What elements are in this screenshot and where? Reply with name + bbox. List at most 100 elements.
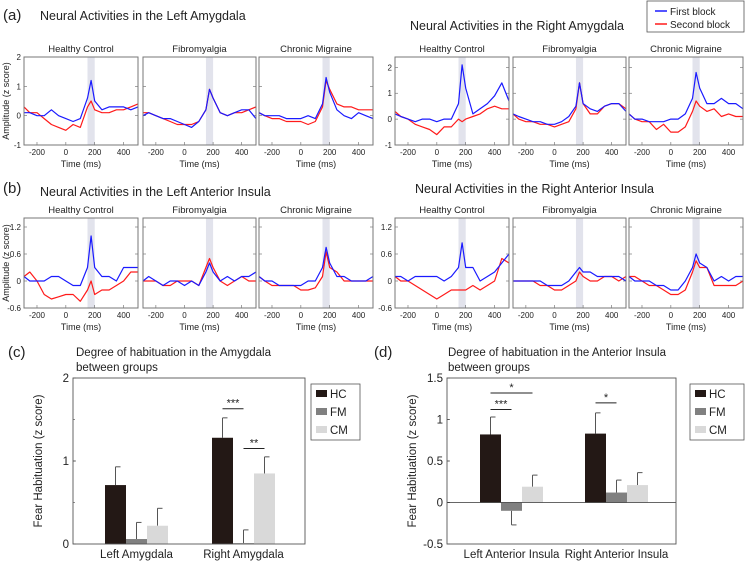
bar-fm	[606, 492, 627, 503]
x-axis-label: Time (ms)	[61, 322, 101, 332]
plot-frame	[628, 217, 744, 309]
legend-swatch-cm	[695, 426, 706, 433]
x-tick-label: -200	[518, 311, 535, 320]
x-tick-label: 400	[605, 148, 619, 157]
legend-label-hc: HC	[330, 389, 347, 401]
x-tick-label: -200	[400, 148, 417, 157]
group-title: Neural Activities in the Right Anterior …	[415, 182, 654, 196]
x-tick-label: 200	[88, 311, 102, 320]
x-tick-label: -200	[634, 311, 651, 320]
category-label: Right Anterior Insula	[565, 549, 669, 561]
bar-hc	[212, 437, 233, 544]
legend-label-cm: CM	[709, 425, 727, 437]
y-tick-label: 2	[63, 373, 69, 385]
first-block-trace	[512, 82, 627, 125]
bar-cm	[147, 525, 168, 544]
x-tick-label: 200	[323, 148, 337, 157]
plot-frame	[446, 377, 677, 545]
panel-label-c: (c)	[8, 344, 26, 361]
x-tick-label: 0	[552, 311, 557, 320]
y-tick-label: 0	[388, 277, 393, 286]
bar-cm	[522, 486, 543, 503]
y-tick-label: 0	[17, 277, 22, 286]
group-title: Neural Activities in the Left Amygdala	[40, 9, 246, 23]
plot-frame	[72, 377, 306, 545]
x-axis-label: Time (ms)	[296, 159, 336, 169]
x-tick-label: 0	[669, 148, 674, 157]
category-label: Left Amygdala	[100, 549, 173, 561]
x-tick-label: 400	[722, 311, 736, 320]
y-tick-label: 0.5	[427, 456, 443, 468]
first-block-trace	[395, 242, 510, 282]
x-tick-label: 400	[722, 148, 736, 157]
plot-frame	[512, 217, 627, 309]
x-tick-label: -200	[29, 311, 46, 320]
y-tick-label: 2	[388, 63, 393, 72]
legend-label-second-block: Second block	[670, 20, 731, 31]
y-tick-label: 2	[17, 53, 22, 62]
significance-marker: **	[250, 438, 259, 450]
x-tick-label: -200	[518, 148, 535, 157]
first-block-trace	[258, 76, 374, 120]
trace-panel: Healthy Control -200 0 200 400 Time (ms)	[394, 205, 510, 332]
plot-frame	[23, 56, 139, 146]
legend-swatch-cm	[316, 426, 327, 433]
bar-hc	[105, 485, 126, 544]
y-tick-label: 0.6	[10, 250, 22, 259]
plot-frame	[142, 217, 257, 309]
bar-chart-4: Degree of habituation in the Amygdala bet…	[33, 347, 361, 561]
panel-title: Chronic Migraine	[650, 205, 722, 216]
y-tick-label: 1	[388, 89, 393, 98]
chart-title-line1: Degree of habituation in the Amygdala	[76, 347, 272, 359]
first-block-trace	[142, 88, 257, 129]
y-tick-label: 0	[17, 112, 22, 121]
x-tick-label: 400	[488, 311, 502, 320]
category-label: Right Amygdala	[203, 549, 284, 561]
stimulus-window-shading	[575, 218, 584, 308]
trace-panel: Chronic Migraine -200 0 200 400 Time (ms)	[258, 44, 374, 169]
panel-title: Healthy Control	[48, 205, 113, 216]
plot-frame	[258, 217, 374, 309]
x-tick-label: 0	[299, 311, 304, 320]
x-tick-label: 200	[206, 311, 220, 320]
plot-frame	[142, 56, 257, 146]
y-tick-label: 1	[437, 415, 443, 427]
second-block-trace	[629, 260, 744, 296]
bar-cm	[254, 473, 275, 544]
legend: First block Second block	[646, 0, 745, 33]
panel-title: Chronic Migraine	[650, 44, 722, 55]
chart-title-line2: between groups	[76, 362, 158, 374]
first-block-trace	[142, 262, 257, 287]
x-tick-label: 400	[117, 311, 131, 320]
x-tick-label: 400	[117, 148, 131, 157]
stimulus-window-shading	[458, 57, 466, 145]
group-title: Neural Activities in the Left Anterior I…	[40, 185, 271, 199]
x-tick-label: 200	[459, 311, 473, 320]
y-tick-label: -1	[385, 141, 393, 150]
chart-title-line2: between groups	[448, 362, 530, 374]
first-block-trace	[628, 71, 744, 123]
y-axis-label: Fear Habituation (z score)	[407, 394, 419, 527]
legend-swatch-fm	[695, 408, 706, 415]
panel-title: Healthy Control	[48, 44, 113, 55]
first-block-trace	[394, 64, 510, 123]
panel-title: Fibromyalgia	[542, 205, 597, 216]
first-block-trace	[24, 79, 139, 123]
bar-hc	[480, 434, 501, 503]
y-tick-label: 0	[437, 498, 443, 510]
x-tick-label: 400	[235, 311, 249, 320]
x-tick-label: 200	[693, 148, 707, 157]
plot-frame	[23, 217, 139, 309]
first-block-trace	[23, 235, 138, 287]
y-tick-label: 1.5	[427, 373, 443, 385]
x-tick-label: 200	[206, 148, 220, 157]
first-block-trace	[258, 246, 374, 287]
legend-label-fm: FM	[709, 407, 726, 419]
panel-label-b: (b)	[3, 180, 21, 197]
x-tick-label: 200	[693, 311, 707, 320]
trace-panel: Healthy Control -200 0 200 400 Time (ms)	[23, 44, 139, 169]
bar-fm	[501, 502, 522, 511]
y-tick-label: 0.6	[381, 250, 393, 259]
panel-title: Fibromyalgia	[172, 205, 227, 216]
